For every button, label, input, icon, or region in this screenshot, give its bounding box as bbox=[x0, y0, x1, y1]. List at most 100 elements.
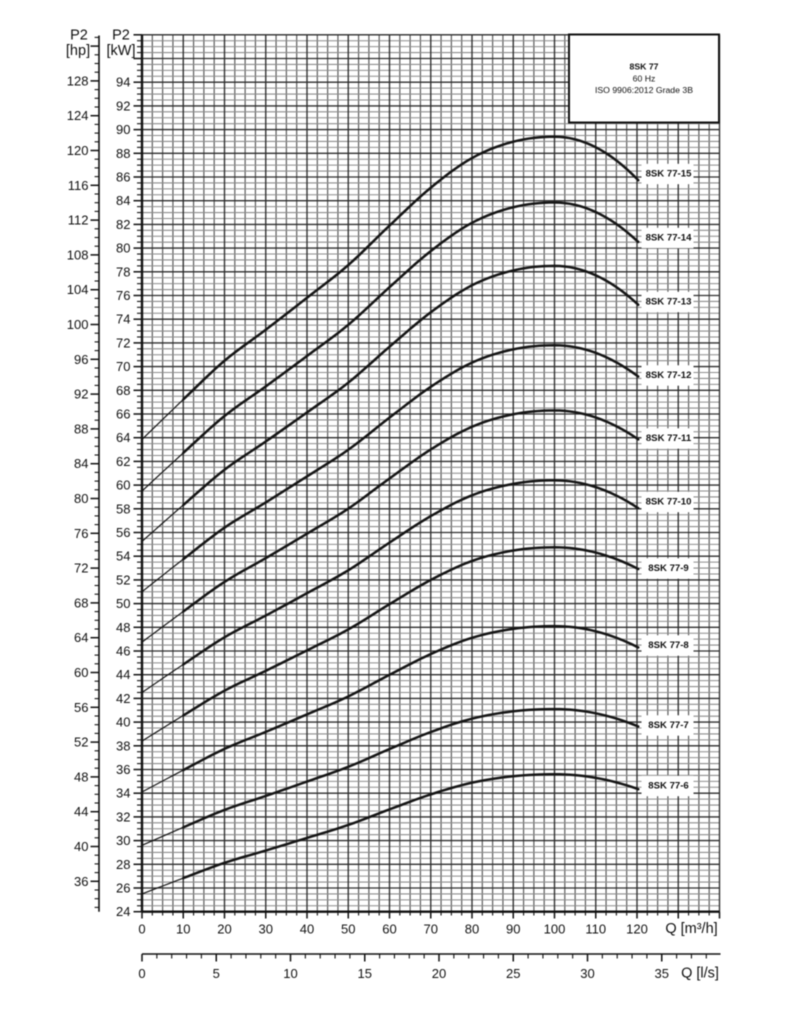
svg-text:52: 52 bbox=[116, 572, 130, 587]
svg-text:56: 56 bbox=[74, 700, 88, 715]
svg-text:48: 48 bbox=[74, 769, 88, 784]
svg-text:8SK 77-12: 8SK 77-12 bbox=[646, 370, 692, 381]
svg-text:8SK 77-9: 8SK 77-9 bbox=[648, 563, 689, 574]
svg-text:8SK 77-6: 8SK 77-6 bbox=[648, 781, 689, 792]
svg-text:68: 68 bbox=[74, 595, 88, 610]
svg-text:84: 84 bbox=[74, 456, 88, 471]
svg-text:ISO 9906:2012 Grade 3B: ISO 9906:2012 Grade 3B bbox=[595, 85, 693, 95]
svg-text:36: 36 bbox=[116, 762, 130, 777]
svg-text:112: 112 bbox=[68, 213, 89, 228]
svg-text:0: 0 bbox=[138, 966, 145, 981]
svg-text:60: 60 bbox=[382, 922, 396, 937]
svg-text:8SK 77-15: 8SK 77-15 bbox=[646, 169, 693, 180]
svg-text:60: 60 bbox=[116, 478, 130, 493]
svg-text:24: 24 bbox=[116, 904, 130, 919]
svg-text:20: 20 bbox=[432, 966, 446, 981]
svg-text:8SK 77-13: 8SK 77-13 bbox=[646, 297, 692, 308]
svg-text:P2: P2 bbox=[112, 28, 130, 44]
svg-text:8SK 77-10: 8SK 77-10 bbox=[646, 497, 692, 508]
svg-text:34: 34 bbox=[116, 786, 130, 801]
svg-text:28: 28 bbox=[116, 857, 130, 872]
svg-text:64: 64 bbox=[74, 630, 88, 645]
svg-text:52: 52 bbox=[74, 735, 88, 750]
svg-text:64: 64 bbox=[116, 430, 130, 445]
svg-text:116: 116 bbox=[68, 178, 89, 193]
svg-text:90: 90 bbox=[506, 922, 520, 937]
svg-text:56: 56 bbox=[116, 525, 130, 540]
svg-text:40: 40 bbox=[116, 715, 130, 730]
svg-text:46: 46 bbox=[116, 644, 130, 659]
svg-text:54: 54 bbox=[116, 549, 130, 564]
svg-text:120: 120 bbox=[67, 143, 89, 158]
svg-text:10: 10 bbox=[176, 922, 190, 937]
svg-text:74: 74 bbox=[116, 312, 130, 327]
svg-text:8SK 77-7: 8SK 77-7 bbox=[648, 720, 689, 731]
svg-text:25: 25 bbox=[506, 966, 520, 981]
svg-text:128: 128 bbox=[67, 73, 89, 88]
svg-text:30: 30 bbox=[580, 966, 594, 981]
svg-text:8SK 77-14: 8SK 77-14 bbox=[646, 233, 693, 244]
svg-text:40: 40 bbox=[74, 839, 88, 854]
svg-text:42: 42 bbox=[116, 691, 130, 706]
svg-text:86: 86 bbox=[116, 170, 130, 185]
svg-text:94: 94 bbox=[116, 75, 130, 90]
svg-text:100: 100 bbox=[544, 922, 566, 937]
svg-text:78: 78 bbox=[116, 264, 130, 279]
svg-text:8SK 77-11: 8SK 77-11 bbox=[646, 433, 692, 444]
svg-text:108: 108 bbox=[67, 247, 89, 262]
svg-text:62: 62 bbox=[116, 454, 130, 469]
svg-text:60: 60 bbox=[74, 665, 88, 680]
svg-text:48: 48 bbox=[116, 620, 130, 635]
svg-text:15: 15 bbox=[358, 966, 372, 981]
svg-text:88: 88 bbox=[116, 146, 130, 161]
svg-text:58: 58 bbox=[116, 501, 130, 516]
svg-text:Q [l/s]: Q [l/s] bbox=[681, 966, 719, 982]
svg-text:76: 76 bbox=[116, 288, 130, 303]
svg-text:60 Hz: 60 Hz bbox=[633, 73, 656, 83]
svg-text:30: 30 bbox=[116, 833, 130, 848]
svg-text:100: 100 bbox=[67, 317, 89, 332]
svg-text:40: 40 bbox=[300, 922, 314, 937]
svg-text:96: 96 bbox=[74, 352, 88, 367]
svg-text:120: 120 bbox=[626, 922, 648, 937]
svg-text:80: 80 bbox=[116, 241, 130, 256]
svg-text:32: 32 bbox=[116, 809, 130, 824]
svg-text:Q [m³/h]: Q [m³/h] bbox=[665, 921, 717, 937]
svg-text:124: 124 bbox=[67, 108, 89, 123]
svg-text:92: 92 bbox=[116, 98, 130, 113]
svg-text:72: 72 bbox=[116, 335, 130, 350]
svg-text:P2: P2 bbox=[70, 28, 88, 44]
svg-text:10: 10 bbox=[283, 966, 297, 981]
svg-text:104: 104 bbox=[67, 282, 89, 297]
svg-text:88: 88 bbox=[74, 421, 88, 436]
svg-text:70: 70 bbox=[424, 922, 438, 937]
svg-text:8SK 77-8: 8SK 77-8 bbox=[648, 640, 689, 651]
svg-text:76: 76 bbox=[74, 526, 88, 541]
svg-text:68: 68 bbox=[116, 383, 130, 398]
svg-text:8SK 77: 8SK 77 bbox=[630, 61, 659, 71]
svg-text:44: 44 bbox=[74, 804, 88, 819]
svg-text:80: 80 bbox=[74, 491, 88, 506]
svg-text:90: 90 bbox=[116, 122, 130, 137]
svg-text:0: 0 bbox=[138, 922, 145, 937]
svg-text:92: 92 bbox=[74, 387, 88, 402]
svg-text:50: 50 bbox=[116, 596, 130, 611]
svg-text:66: 66 bbox=[116, 407, 130, 422]
svg-text:[kW]: [kW] bbox=[107, 43, 136, 59]
svg-text:84: 84 bbox=[116, 193, 130, 208]
svg-text:110: 110 bbox=[585, 922, 606, 937]
svg-text:44: 44 bbox=[116, 667, 130, 682]
svg-text:[hp]: [hp] bbox=[66, 43, 90, 59]
svg-text:38: 38 bbox=[116, 738, 130, 753]
svg-text:30: 30 bbox=[259, 922, 273, 937]
svg-text:82: 82 bbox=[116, 217, 130, 232]
svg-text:36: 36 bbox=[74, 874, 88, 889]
svg-text:80: 80 bbox=[465, 922, 479, 937]
svg-text:20: 20 bbox=[217, 922, 231, 937]
svg-text:35: 35 bbox=[655, 966, 669, 981]
svg-text:72: 72 bbox=[74, 561, 88, 576]
svg-text:70: 70 bbox=[116, 359, 130, 374]
svg-text:50: 50 bbox=[341, 922, 355, 937]
svg-text:26: 26 bbox=[116, 881, 130, 896]
svg-text:5: 5 bbox=[213, 966, 220, 981]
